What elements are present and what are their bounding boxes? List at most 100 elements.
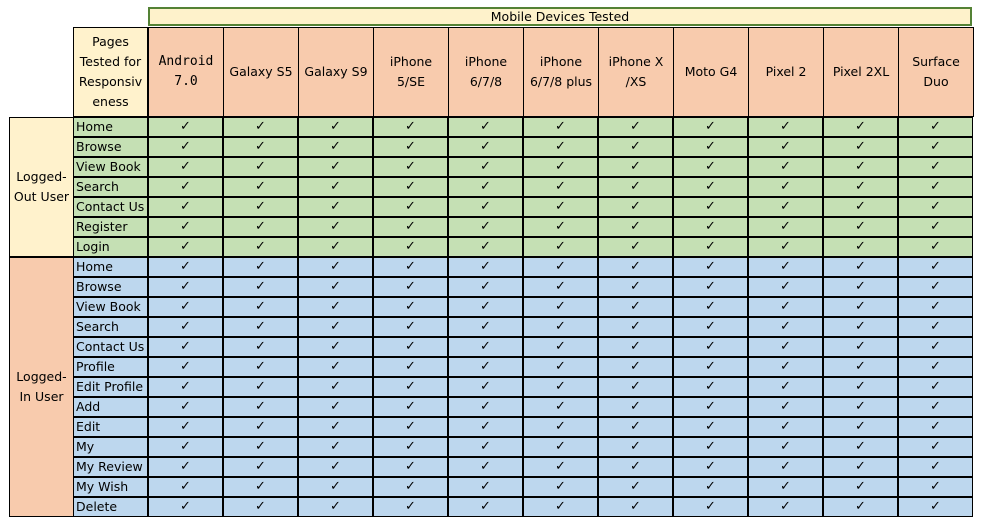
checkmark-icon: ✓ [823,377,898,397]
table-row: My Review ✓ ✓ ✓ ✓ ✓ ✓ ✓ ✓ ✓ ✓ ✓ [73,457,973,477]
checkmark-icon: ✓ [523,337,598,357]
checkmark-icon: ✓ [298,157,373,177]
pages-header-label: Pages Tested for Responsiv eness [78,34,143,109]
checkmark-icon: ✓ [823,317,898,337]
checkmark-icon: ✓ [823,237,898,257]
checkmark-icon: ✓ [298,337,373,357]
checkmark-icon: ✓ [148,497,223,517]
checkmark-icon: ✓ [373,217,448,237]
checkmark-icon: ✓ [898,397,973,417]
checkmark-icon: ✓ [298,217,373,237]
page-name: Home [73,117,148,137]
checkmark-icon: ✓ [373,417,448,437]
checkmark-icon: ✓ [448,117,523,137]
page-name: Edit [73,417,148,437]
checkmark-icon: ✓ [748,357,823,377]
page-name: Search [73,177,148,197]
checkmark-icon: ✓ [448,477,523,497]
device-header: Galaxy S5 [223,27,299,117]
checkmark-icon: ✓ [898,497,973,517]
checkmark-icon: ✓ [748,317,823,337]
table-row: Contact Us ✓ ✓ ✓ ✓ ✓ ✓ ✓ ✓ ✓ ✓ ✓ [73,337,973,357]
checkmark-icon: ✓ [523,377,598,397]
checkmark-icon: ✓ [598,277,673,297]
checkmark-icon: ✓ [823,177,898,197]
checkmark-icon: ✓ [598,157,673,177]
checkmark-icon: ✓ [298,497,373,517]
pages-header: Pages Tested for Responsiv eness [73,27,148,117]
checkmark-icon: ✓ [373,297,448,317]
checkmark-icon: ✓ [148,337,223,357]
checkmark-icon: ✓ [823,137,898,157]
page-name: Delete [73,497,148,517]
checkmark-icon: ✓ [373,377,448,397]
checkmark-icon: ✓ [448,237,523,257]
checkmark-icon: ✓ [523,257,598,277]
checkmark-icon: ✓ [898,137,973,157]
checkmark-icon: ✓ [148,397,223,417]
checkmark-icon: ✓ [673,337,748,357]
checkmark-icon: ✓ [298,397,373,417]
checkmark-icon: ✓ [223,217,298,237]
checkmark-icon: ✓ [823,497,898,517]
checkmark-icon: ✓ [223,117,298,137]
checkmark-icon: ✓ [748,257,823,277]
checkmark-icon: ✓ [448,437,523,457]
checkmark-icon: ✓ [898,437,973,457]
checkmark-icon: ✓ [298,237,373,257]
checkmark-icon: ✓ [898,157,973,177]
table-row: Home ✓ ✓ ✓ ✓ ✓ ✓ ✓ ✓ ✓ ✓ ✓ [73,257,973,277]
checkmark-icon: ✓ [148,197,223,217]
table-row: Edit ✓ ✓ ✓ ✓ ✓ ✓ ✓ ✓ ✓ ✓ ✓ [73,417,973,437]
page-name: My [73,437,148,457]
table-row: Browse ✓ ✓ ✓ ✓ ✓ ✓ ✓ ✓ ✓ ✓ ✓ [73,137,973,157]
device-header: Moto G4 [673,27,749,117]
checkmark-icon: ✓ [373,237,448,257]
table-row: Login ✓ ✓ ✓ ✓ ✓ ✓ ✓ ✓ ✓ ✓ ✓ [73,237,973,257]
checkmark-icon: ✓ [673,437,748,457]
checkmark-icon: ✓ [223,277,298,297]
checkmark-icon: ✓ [523,157,598,177]
checkmark-icon: ✓ [598,357,673,377]
device-header: iPhone 6/7/8 [448,27,524,117]
checkmark-icon: ✓ [298,117,373,137]
device-header: Surface Duo [898,27,974,117]
checkmark-icon: ✓ [823,477,898,497]
table-row: Browse ✓ ✓ ✓ ✓ ✓ ✓ ✓ ✓ ✓ ✓ ✓ [73,277,973,297]
table-row: Edit Profile ✓ ✓ ✓ ✓ ✓ ✓ ✓ ✓ ✓ ✓ ✓ [73,377,973,397]
checkmark-icon: ✓ [673,177,748,197]
checkmark-icon: ✓ [448,357,523,377]
group-label-in: Logged- In User [9,257,74,517]
checkmark-icon: ✓ [373,157,448,177]
checkmark-icon: ✓ [148,217,223,237]
checkmark-icon: ✓ [748,197,823,217]
checkmark-icon: ✓ [148,377,223,397]
table-row: My Wish ✓ ✓ ✓ ✓ ✓ ✓ ✓ ✓ ✓ ✓ ✓ [73,477,973,497]
checkmark-icon: ✓ [448,277,523,297]
checkmark-icon: ✓ [148,477,223,497]
device-header: Pixel 2 [748,27,824,117]
table-row: My ✓ ✓ ✓ ✓ ✓ ✓ ✓ ✓ ✓ ✓ ✓ [73,437,973,457]
checkmark-icon: ✓ [823,417,898,437]
checkmark-icon: ✓ [823,257,898,277]
checkmark-icon: ✓ [223,177,298,197]
checkmark-icon: ✓ [598,337,673,357]
checkmark-icon: ✓ [298,297,373,317]
checkmark-icon: ✓ [298,477,373,497]
checkmark-icon: ✓ [448,157,523,177]
checkmark-icon: ✓ [298,197,373,217]
checkmark-icon: ✓ [223,337,298,357]
checkmark-icon: ✓ [523,357,598,377]
page-name: Edit Profile [73,377,148,397]
table-row: Contact Us ✓ ✓ ✓ ✓ ✓ ✓ ✓ ✓ ✓ ✓ ✓ [73,197,973,217]
checkmark-icon: ✓ [148,297,223,317]
checkmark-icon: ✓ [373,397,448,417]
checkmark-icon: ✓ [823,297,898,317]
checkmark-icon: ✓ [748,217,823,237]
checkmark-icon: ✓ [598,177,673,197]
checkmark-icon: ✓ [673,237,748,257]
checkmark-icon: ✓ [598,397,673,417]
page-name: Browse [73,277,148,297]
checkmark-icon: ✓ [823,357,898,377]
table-row: Search ✓ ✓ ✓ ✓ ✓ ✓ ✓ ✓ ✓ ✓ ✓ [73,177,973,197]
